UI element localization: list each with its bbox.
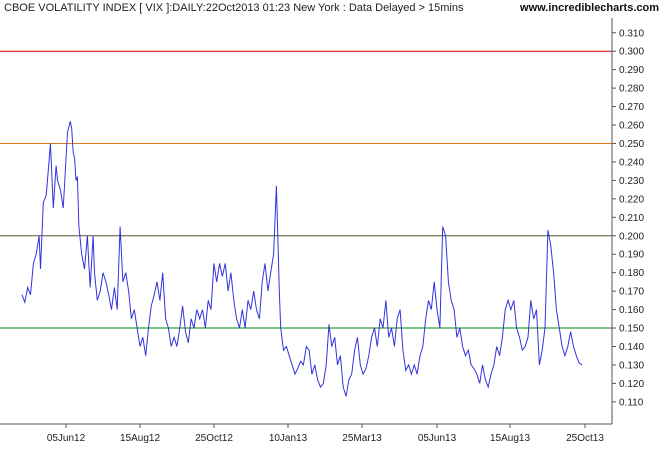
y-tick-label: 0.240 — [619, 157, 644, 168]
x-tick-label: 10Jan13 — [269, 433, 308, 444]
plot-area — [0, 18, 612, 424]
reference-lines — [0, 50, 612, 329]
x-axis-ticks: 05Jun12 15Aug12 25Oct12 10Jan13 25Mar13 05Jun… — [47, 424, 604, 444]
y-tick-label: 0.190 — [619, 250, 644, 261]
y-tick-label: 0.110 — [619, 397, 644, 408]
y-tick-label: 0.140 — [619, 342, 644, 353]
y-tick-label: 0.220 — [619, 194, 644, 205]
y-tick-label: 0.250 — [619, 139, 644, 150]
x-tick-label: 05Jun12 — [47, 433, 86, 444]
y-tick-label: 0.290 — [619, 65, 644, 76]
y-tick-label: 0.180 — [619, 268, 644, 279]
y-tick-label: 0.160 — [619, 305, 644, 316]
y-tick-label: 0.270 — [619, 102, 644, 113]
y-tick-label: 0.310 — [619, 28, 644, 39]
y-tick-label: 0.230 — [619, 176, 644, 187]
chart-title: CBOE VOLATILITY INDEX [ VIX ]:DAILY:22Oc… — [4, 2, 464, 14]
vix-series-line — [21, 121, 583, 397]
x-tick-label: 05Jun13 — [418, 433, 457, 444]
y-axis-ticks: 0.110 0.120 0.130 0.140 0.150 0.160 0.170 0.180… — [612, 28, 644, 408]
x-tick-label: 25Oct13 — [566, 433, 604, 444]
y-tick-label: 0.170 — [619, 287, 644, 298]
y-tick-label: 0.280 — [619, 84, 644, 95]
x-tick-label: 25Oct12 — [195, 433, 233, 444]
y-tick-label: 0.300 — [619, 47, 644, 58]
y-tick-label: 0.260 — [619, 121, 644, 132]
x-tick-label: 15Aug12 — [120, 433, 160, 444]
y-tick-label: 0.210 — [619, 213, 644, 224]
y-tick-label: 0.200 — [619, 231, 644, 242]
y-tick-label: 0.150 — [619, 324, 644, 335]
site-url[interactable]: www.incrediblecharts.com — [520, 2, 659, 14]
y-tick-label: 0.120 — [619, 379, 644, 390]
x-tick-label: 25Mar13 — [342, 433, 382, 444]
x-tick-label: 15Aug13 — [490, 433, 530, 444]
y-tick-label: 0.130 — [619, 360, 644, 371]
